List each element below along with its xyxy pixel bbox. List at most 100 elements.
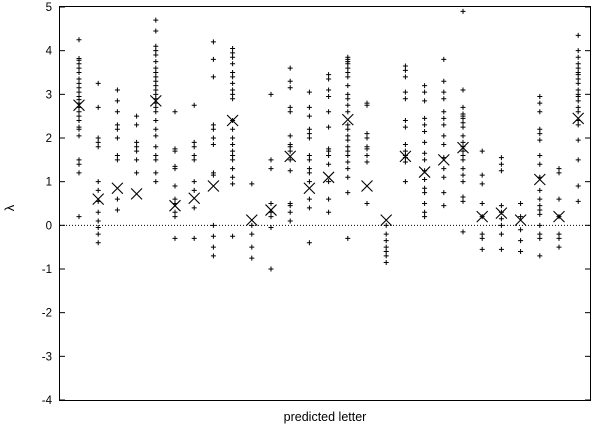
plus-point	[230, 166, 236, 172]
plus-point	[230, 181, 236, 187]
plus-point	[402, 148, 408, 154]
plus-point	[575, 137, 581, 143]
cross-marker	[207, 180, 220, 192]
plus-point	[76, 133, 82, 139]
plus-point	[575, 72, 581, 78]
plus-point	[306, 205, 312, 211]
plus-point	[287, 157, 293, 163]
plus-point	[460, 115, 466, 121]
plus-point	[402, 159, 408, 165]
plus-point	[345, 65, 351, 71]
plus-point	[230, 87, 236, 93]
cross-marker	[572, 112, 585, 125]
plus-point	[537, 203, 543, 209]
plus-point	[210, 74, 216, 80]
plus-point	[345, 133, 351, 139]
cross-marker	[380, 214, 393, 226]
plus-point	[230, 61, 236, 67]
plus-point	[326, 87, 332, 93]
plus-point	[191, 157, 197, 163]
y-axis-label: λ	[2, 204, 17, 211]
plus-point	[95, 104, 101, 110]
plus-point	[345, 190, 351, 196]
plus-point	[575, 109, 581, 115]
plus-point	[306, 89, 312, 95]
plus-point	[402, 118, 408, 124]
plus-point	[364, 135, 370, 141]
plus-point	[153, 87, 159, 93]
plus-point	[575, 94, 581, 100]
plus-point	[326, 124, 332, 130]
plus-point	[114, 126, 120, 132]
plus-point	[230, 74, 236, 80]
plus-point	[76, 76, 82, 82]
plus-point	[441, 78, 447, 84]
plus-point	[306, 166, 312, 172]
plus-point	[537, 137, 543, 143]
plus-point	[153, 74, 159, 80]
plus-point	[479, 181, 485, 187]
plus-point	[460, 139, 466, 145]
plus-point	[460, 120, 466, 126]
plus-point	[422, 115, 428, 121]
cross-marker	[92, 193, 105, 206]
plus-point	[441, 122, 447, 128]
plus-point	[537, 126, 543, 132]
plus-point	[537, 94, 543, 100]
y-axis: -4 -3 -2 -1 0 1 2 3 4 5	[42, 2, 590, 407]
plus-point	[422, 139, 428, 145]
plus-point	[287, 104, 293, 110]
plus-point	[230, 91, 236, 97]
plus-point	[537, 211, 543, 217]
plus-point	[76, 85, 82, 91]
plus-point	[518, 238, 524, 244]
cross-marker	[418, 166, 431, 178]
plus-point	[306, 113, 312, 119]
plus-point	[402, 67, 408, 73]
plus-point	[76, 161, 82, 167]
plus-point	[460, 133, 466, 139]
plus-point	[441, 190, 447, 196]
plus-point	[575, 80, 581, 86]
plus-point	[383, 244, 389, 250]
plus-point	[345, 91, 351, 97]
plus-point	[518, 249, 524, 255]
plus-point	[537, 196, 543, 202]
plus-point	[422, 190, 428, 196]
plus-point	[95, 144, 101, 150]
y-tick-label: 1	[46, 177, 52, 189]
plus-point	[153, 144, 159, 150]
plus-point	[153, 152, 159, 158]
plus-point	[345, 96, 351, 102]
plus-point	[575, 61, 581, 67]
plus-point	[556, 244, 562, 250]
plus-point	[556, 231, 562, 237]
plus-point	[230, 233, 236, 239]
plus-point	[249, 244, 255, 250]
cross-marker	[265, 204, 277, 216]
plus-point	[326, 161, 332, 167]
plus-point	[537, 187, 543, 193]
plus-point	[306, 131, 312, 137]
plus-point	[518, 214, 524, 220]
plus-point	[326, 196, 332, 202]
plus-point	[326, 94, 332, 100]
plus-point	[575, 76, 581, 82]
plus-point	[153, 170, 159, 176]
plus-point	[172, 166, 178, 172]
plus-point	[345, 174, 351, 180]
plus-point	[460, 144, 466, 150]
plus-point	[95, 225, 101, 231]
plus-point	[76, 170, 82, 176]
plot-frame	[59, 6, 591, 401]
plus-point	[210, 56, 216, 62]
plus-point	[153, 28, 159, 34]
plus-point	[191, 205, 197, 211]
cross-marker	[245, 214, 258, 226]
plus-point	[134, 113, 140, 119]
plus-point	[556, 170, 562, 176]
plus-point	[383, 259, 389, 265]
plus-point	[326, 76, 332, 82]
plus-point	[479, 148, 485, 154]
plus-point	[422, 89, 428, 95]
